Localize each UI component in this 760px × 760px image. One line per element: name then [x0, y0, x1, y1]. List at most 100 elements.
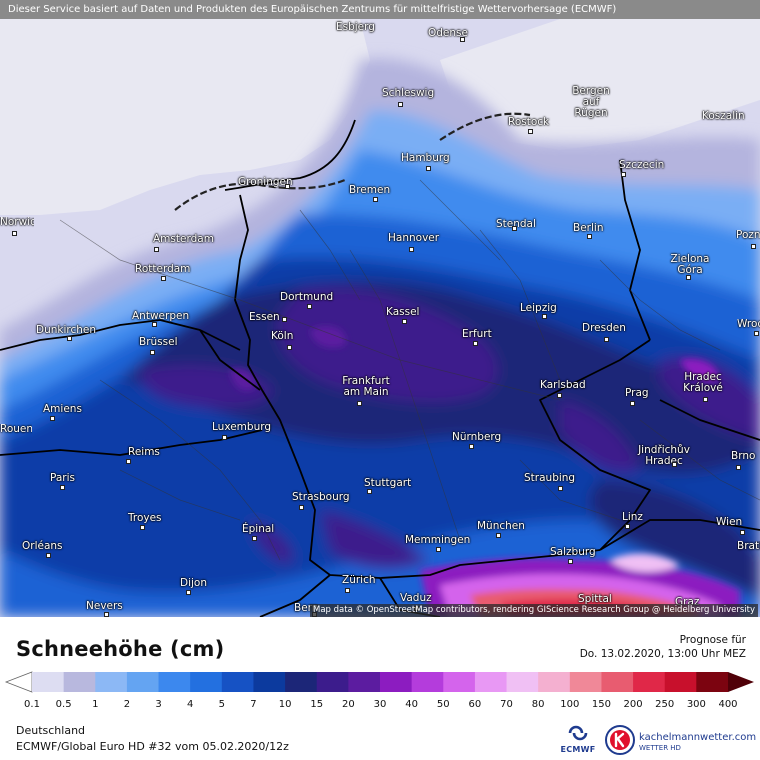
city-label: Antwerpen: [132, 310, 190, 322]
city-label: Köln: [271, 330, 294, 342]
city-dot: [703, 397, 708, 402]
city-label: Dresden: [582, 322, 626, 334]
city-label: Spittal: [578, 593, 612, 605]
kachelmann-k-icon: [605, 725, 635, 755]
city-label: Bergen auf Rügen: [572, 85, 610, 119]
city-label: Nevers: [86, 600, 123, 612]
colorbar-swatch: [696, 672, 728, 692]
city-dot: [152, 322, 157, 327]
city-dot: [46, 553, 51, 558]
colorbar-tick-label: 1: [92, 699, 99, 710]
city-dot: [402, 319, 407, 324]
city-label: Troyes: [128, 512, 162, 524]
city-dot: [496, 533, 501, 538]
city-label: Strasbourg: [292, 491, 350, 503]
snow-depth-map[interactable]: Dieser Service basiert auf Daten und Pro…: [0, 0, 760, 617]
city-dot: [373, 197, 378, 202]
city-dot: [282, 317, 287, 322]
map-attribution: Map data © OpenStreetMap contributors, r…: [310, 604, 758, 617]
colorbar-tick-label: 400: [718, 699, 738, 710]
city-label: Nürnberg: [452, 431, 502, 443]
colorbar-tick-label: 7: [250, 699, 257, 710]
city-dot: [150, 350, 155, 355]
colorbar-swatch: [95, 672, 128, 692]
colorbar-swatch: [126, 672, 160, 692]
ecmwf-service-banner: Dieser Service basiert auf Daten und Pro…: [0, 0, 760, 19]
city-label: Graz: [675, 596, 700, 608]
kachelmann-subtitle: WETTER HD: [639, 744, 681, 752]
region-label: Deutschland: [16, 724, 86, 737]
city-label: Karlsbad: [540, 379, 586, 391]
city-label: Orléans: [22, 540, 63, 552]
model-run-label: ECMWF/Global Euro HD #32 vom 05.02.2020/…: [16, 740, 289, 753]
city-label: Amiens: [43, 403, 82, 415]
city-dot: [104, 612, 109, 617]
colorbar-swatch: [411, 672, 444, 692]
legend-panel: Schneehöhe (cm) Prognose für Do. 13.02.2…: [0, 617, 760, 760]
city-label: Hamburg: [401, 152, 450, 164]
city-label: Poznań: [736, 230, 760, 241]
city-dot: [287, 345, 292, 350]
city-dot: [621, 172, 626, 177]
city-dot: [50, 416, 55, 421]
colorbar-tick-label: 50: [436, 699, 450, 710]
city-label: Erfurt: [462, 328, 492, 340]
city-label: Zürich: [342, 574, 376, 586]
city-dot: [460, 37, 465, 42]
city-label: Paris: [50, 472, 75, 484]
colorbar-tick-label: 150: [591, 699, 611, 710]
city-label: Szczecin: [619, 159, 665, 171]
city-label: Bern: [294, 602, 319, 614]
city-dot: [67, 336, 72, 341]
colorbar-swatch: [601, 672, 634, 692]
city-dot: [345, 588, 350, 593]
colorbar-swatch: [443, 672, 476, 692]
city-dot: [542, 314, 547, 319]
city-dot: [604, 337, 609, 342]
colorbar-tick-label: 60: [468, 699, 482, 710]
colorbar-tick-label: 4: [186, 699, 194, 710]
city-dot: [558, 486, 563, 491]
city-label: Frankfurt am Main: [342, 375, 390, 398]
city-label: Jindřichův Hradec: [638, 444, 690, 467]
map-canvas: [0, 0, 760, 617]
colorbar-tick-label: 30: [373, 699, 387, 710]
colorbar-tick-label: 40: [405, 699, 418, 710]
colorbar-tick-label: 20: [341, 699, 355, 710]
colorbar-swatch: [158, 672, 191, 692]
colorbar-swatch: [63, 672, 96, 692]
city-label: Esbjerg: [336, 21, 375, 33]
city-label: Schleswig: [382, 87, 435, 99]
ecmwf-logo-text: ECMWF: [560, 745, 596, 754]
city-label: Dunkirchen: [36, 324, 97, 336]
ecmwf-logo: ECMWF: [558, 725, 598, 754]
colorbar-tick-label: 5: [218, 699, 225, 710]
colorbar-swatch: [506, 672, 539, 692]
city-dot: [672, 462, 677, 467]
colorbar-swatch: [190, 672, 223, 692]
city-dot: [398, 102, 403, 107]
colorbar-tick-label: 70: [500, 699, 513, 710]
city-label: Linz: [622, 511, 643, 523]
city-dot: [736, 465, 741, 470]
city-dot: [740, 530, 745, 535]
city-dot: [426, 166, 431, 171]
colorbar-tick-label: 200: [623, 699, 643, 710]
city-dot: [186, 590, 191, 595]
colorbar-swatch: [538, 672, 571, 692]
colorbar-tick-label: 3: [155, 699, 162, 710]
city-dot: [528, 129, 533, 134]
city-label: Hannover: [388, 232, 440, 244]
colorbar-tick-label: 0.5: [55, 699, 72, 710]
city-label: Memmingen: [405, 534, 471, 546]
city-label: Straubing: [524, 472, 576, 484]
city-dot: [751, 244, 756, 249]
kachelmann-logo[interactable]: kachelmannwetter.com WETTER HD: [605, 725, 756, 759]
city-dot: [12, 231, 17, 236]
city-dot: [754, 331, 759, 336]
colorbar-swatch: [221, 672, 254, 692]
colorbar-swatch: [348, 672, 381, 692]
city-dot: [222, 435, 227, 440]
city-dot: [307, 304, 312, 309]
colorbar-min-arrow: [4, 671, 33, 693]
